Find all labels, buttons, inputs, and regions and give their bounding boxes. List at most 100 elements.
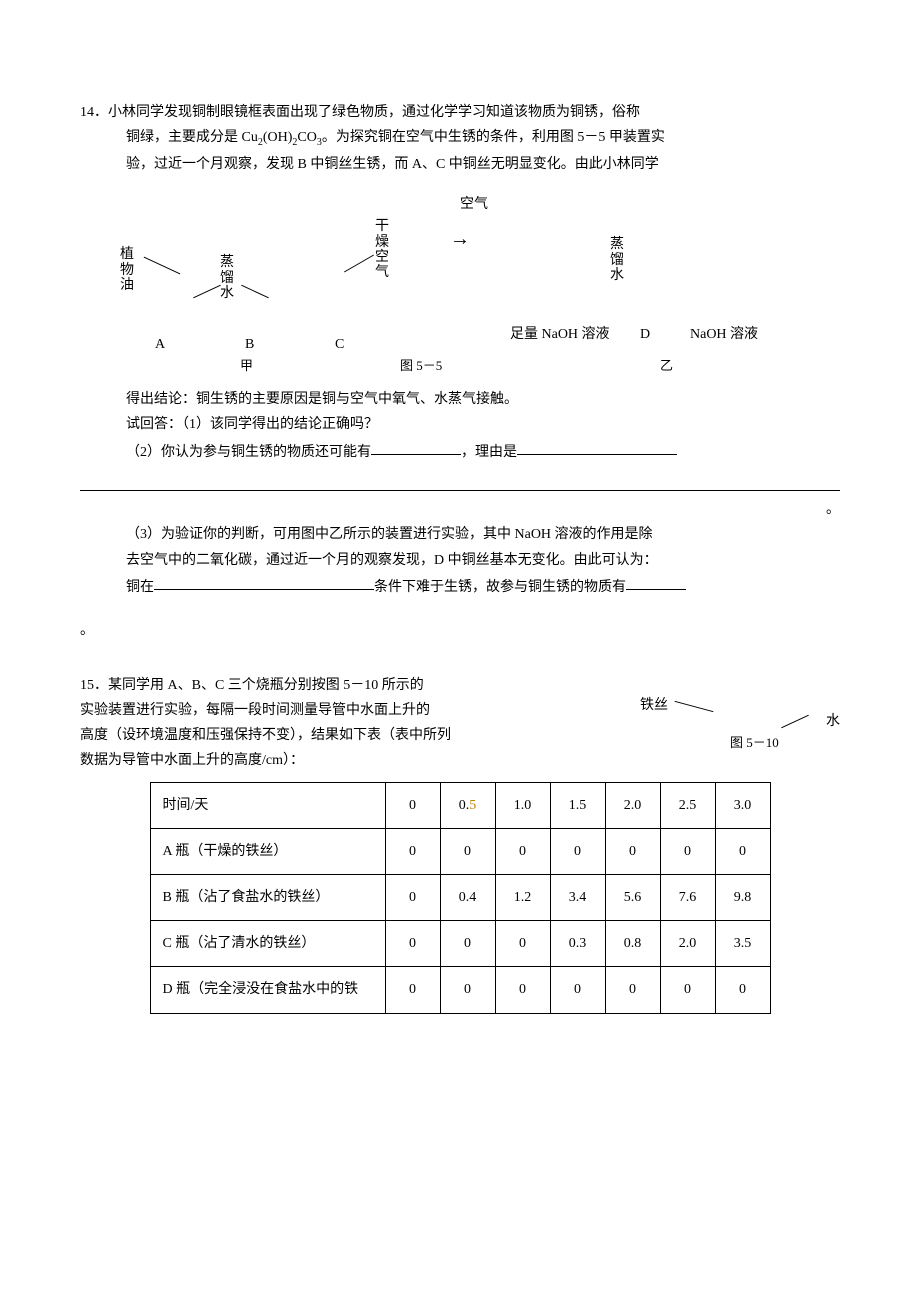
line-iron	[675, 701, 714, 712]
q15-line4: 数据为导管中水面上升的高度/cm）：	[80, 748, 840, 773]
q14-text-1b-pre: 铜绿，主要成分是 Cu	[126, 130, 258, 145]
q15-data-table: 时间/天00.51.01.52.02.53.0 A 瓶（干燥的铁丝）000000…	[150, 782, 771, 1014]
table-row: A 瓶（干燥的铁丝）0000000	[150, 828, 770, 874]
q14-conclusion: 得出结论：铜生锈的主要原因是铜与空气中氧气、水蒸气接触。	[80, 387, 840, 412]
col-2.0: 2.0	[605, 782, 660, 828]
q15-number: 15．	[80, 678, 108, 693]
question-14: 14．小林同学发现铜制眼镜框表面出现了绿色物质，通过化学学习知道该物质为铜锈，俗…	[80, 100, 840, 643]
cell: 3.4	[550, 874, 605, 920]
row-label: B 瓶（沾了食盐水的铁丝）	[150, 874, 385, 920]
q14-sub3c-mid: 条件下难于生锈，故参与铜生锈的物质有	[374, 579, 626, 594]
col-0: 0	[385, 782, 440, 828]
row-label: D 瓶（完全浸没在食盐水中的铁	[150, 967, 385, 1013]
q14-text-1b-mid1: (OH)	[263, 130, 293, 145]
question-15: 铁丝 水 图 5－10 15．某同学用 A、B、C 三个烧瓶分别按图 5－10 …	[80, 673, 840, 1014]
cell: 9.8	[715, 874, 770, 920]
q14-sub3a: （3）为验证你的判断，可用图中乙所示的装置进行实验，其中 NaOH 溶液的作用是…	[80, 522, 840, 547]
line-water	[781, 715, 809, 729]
cell: 5.6	[605, 874, 660, 920]
col-1.5: 1.5	[550, 782, 605, 828]
q14-period-1: 。	[80, 497, 840, 522]
label-plant-oil: 植 物 油	[120, 247, 134, 293]
cell: 0	[550, 967, 605, 1013]
table-row: B 瓶（沾了食盐水的铁丝）00.41.23.45.67.69.8	[150, 874, 770, 920]
table-header-row: 时间/天00.51.01.52.02.53.0	[150, 782, 770, 828]
blank-full-1[interactable]	[80, 471, 840, 492]
blank-3[interactable]	[154, 573, 374, 591]
label-naoh-left: 足量 NaOH 溶液	[510, 327, 610, 344]
q14-text-1a: 小林同学发现铜制眼镜框表面出现了绿色物质，通过化学学习知道该物质为铜锈，俗称	[108, 105, 640, 120]
label-distilled-water-2: 蒸 馏 水	[610, 237, 624, 283]
q15-figure: 铁丝 水 图 5－10	[620, 673, 840, 743]
label-naoh-right: NaOH 溶液	[690, 327, 758, 344]
q14-sub3b: 去空气中的二氧化碳，通过近一个月的观察发现，D 中铜丝基本无变化。由此可认为：	[80, 548, 840, 573]
table-body: A 瓶（干燥的铁丝）0000000B 瓶（沾了食盐水的铁丝）00.41.23.4…	[150, 828, 770, 1013]
q14-diagram: 植 物 油 蒸 馏 水 干 燥 空 气 空气 → 蒸 馏 水 足量 NaOH 溶…	[120, 187, 840, 387]
cell: 0	[440, 828, 495, 874]
col-0.5: 0.5	[440, 782, 495, 828]
q14-sub1-text: 试回答：（1）该同学得出的结论正确吗？	[80, 412, 840, 437]
label-air: 空气	[460, 197, 488, 214]
caption-right: 乙	[660, 354, 673, 377]
q14-period-2: 。	[80, 618, 840, 643]
cell: 0	[495, 921, 550, 967]
blank-1[interactable]	[371, 438, 461, 456]
cell: 0	[550, 828, 605, 874]
line-dw-left	[193, 285, 221, 299]
label-water: 水	[826, 709, 840, 734]
table-row: C 瓶（沾了清水的铁丝）0000.30.82.03.5	[150, 921, 770, 967]
cell: 0	[440, 967, 495, 1013]
row-label: C 瓶（沾了清水的铁丝）	[150, 921, 385, 967]
col-time: 时间/天	[150, 782, 385, 828]
caption-left: 甲	[240, 354, 253, 377]
col-2.5: 2.5	[660, 782, 715, 828]
cell: 0	[385, 828, 440, 874]
cell: 1.2	[495, 874, 550, 920]
q14-line2: 铜绿，主要成分是 Cu2(OH)2CO3。为探究铜在空气中生锈的条件，利用图 5…	[80, 125, 840, 152]
col-3.0: 3.0	[715, 782, 770, 828]
q14-sub3c: 铜在 条件下难于生锈，故参与铜生锈的物质有	[80, 573, 840, 600]
table-row: D 瓶（完全浸没在食盐水中的铁0000000	[150, 967, 770, 1013]
cell: 2.0	[660, 921, 715, 967]
q14-number: 14．	[80, 105, 108, 120]
q14-text-1b-mid2: CO	[297, 130, 316, 145]
cell: 0.4	[440, 874, 495, 920]
label-distilled-water: 蒸 馏 水	[220, 255, 234, 301]
label-dry-air: 干 燥 空 气	[375, 219, 389, 281]
q15-text-1: 某同学用 A、B、C 三个烧瓶分别按图 5－10 所示的	[108, 678, 424, 693]
blank-2[interactable]	[517, 438, 677, 456]
cell: 0	[605, 967, 660, 1013]
label-D: D	[640, 327, 650, 344]
cell: 0	[495, 967, 550, 1013]
line-dry-air	[344, 255, 374, 273]
blank-4[interactable]	[626, 573, 686, 591]
cell: 0	[385, 921, 440, 967]
cell: 3.5	[715, 921, 770, 967]
caption-mid: 图 5－5	[400, 354, 442, 377]
line-dw-right	[241, 285, 269, 299]
line-plant-oil	[144, 257, 181, 275]
caption-fig-5-10: 图 5－10	[730, 731, 779, 754]
q14-sub2b: ，理由是	[461, 444, 517, 459]
cell: 7.6	[660, 874, 715, 920]
q14-line1: 14．小林同学发现铜制眼镜框表面出现了绿色物质，通过化学学习知道该物质为铜锈，俗…	[80, 100, 840, 125]
cell: 0.3	[550, 921, 605, 967]
cell: 0	[605, 828, 660, 874]
q14-line3: 验，过近一个月观察，发现 B 中铜丝生锈，而 A、C 中铜丝无明显变化。由此小林…	[80, 152, 840, 177]
cell: 0.8	[605, 921, 660, 967]
row-label: A 瓶（干燥的铁丝）	[150, 828, 385, 874]
cell: 0	[715, 967, 770, 1013]
cell: 0	[385, 967, 440, 1013]
cell: 0	[660, 828, 715, 874]
q14-sub2a: （2）你认为参与铜生锈的物质还可能有	[126, 444, 371, 459]
cell: 0	[440, 921, 495, 967]
q14-sub2-line: （2）你认为参与铜生锈的物质还可能有 ，理由是	[80, 438, 840, 465]
arrow-icon: →	[450, 221, 470, 257]
cell: 0	[495, 828, 550, 874]
label-iron-wire: 铁丝	[640, 693, 668, 718]
q14-sub3c-pre: 铜在	[126, 579, 154, 594]
label-A: A	[155, 332, 165, 357]
cell: 0	[660, 967, 715, 1013]
cell: 0	[715, 828, 770, 874]
col-1.0: 1.0	[495, 782, 550, 828]
